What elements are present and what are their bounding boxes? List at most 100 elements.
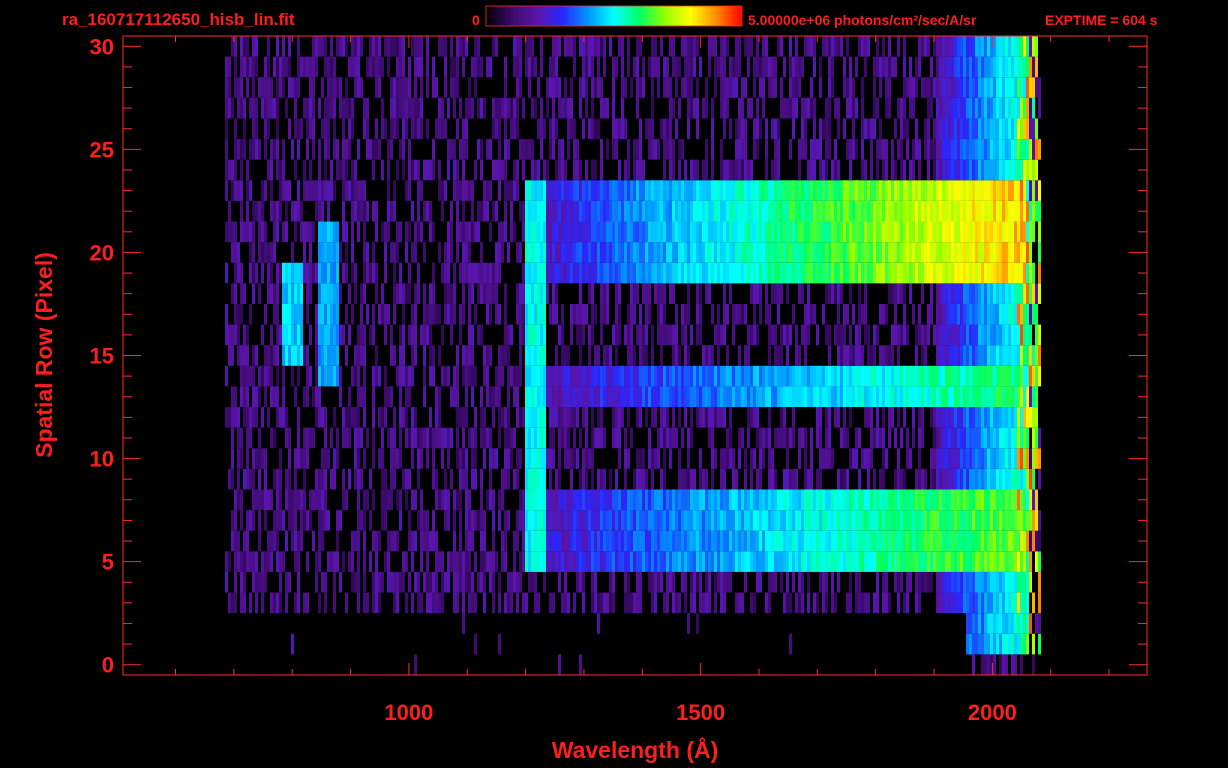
- heatmap-cell: [807, 200, 810, 222]
- heatmap-cell: [312, 489, 315, 511]
- heatmap-cell: [864, 159, 867, 181]
- heatmap-cell: [948, 468, 951, 490]
- heatmap-cell: [534, 345, 537, 366]
- heatmap-cell: [1008, 386, 1011, 408]
- heatmap-cell: [735, 242, 738, 263]
- heatmap-cell: [951, 221, 954, 243]
- heatmap-cell: [813, 489, 816, 511]
- heatmap-cell: [930, 200, 933, 222]
- heatmap-cell: [429, 283, 432, 304]
- heatmap-cell: [543, 530, 546, 552]
- heatmap-cell: [948, 221, 951, 243]
- heatmap-cell: [519, 571, 522, 593]
- heatmap-cell: [543, 283, 546, 304]
- heatmap-cell: [579, 97, 582, 119]
- heatmap-cell: [333, 571, 336, 593]
- heatmap-cell: [462, 365, 465, 387]
- heatmap-cell: [240, 551, 243, 572]
- heatmap-cell: [750, 242, 753, 263]
- heatmap-cell: [234, 221, 237, 243]
- heatmap-cell: [873, 221, 876, 243]
- heatmap-cell: [831, 551, 834, 572]
- heatmap-cell: [936, 468, 939, 490]
- heatmap-cell: [852, 139, 855, 160]
- heatmap-cell: [420, 324, 423, 346]
- heatmap-cell: [567, 510, 570, 531]
- heatmap-cell: [1017, 262, 1020, 284]
- heatmap-cell: [564, 365, 567, 387]
- heatmap-cell: [537, 551, 540, 572]
- heatmap-cell: [531, 180, 534, 201]
- heatmap-cell: [444, 468, 447, 490]
- heatmap-cell: [261, 97, 264, 119]
- heatmap-cell: [1005, 97, 1008, 119]
- heatmap-cell: [657, 303, 660, 325]
- heatmap-cell: [588, 262, 591, 284]
- heatmap-cell: [615, 303, 618, 325]
- heatmap-cell: [873, 365, 876, 387]
- heatmap-cell: [774, 118, 777, 140]
- heatmap-cell: [987, 242, 990, 263]
- heatmap-cell: [537, 345, 540, 366]
- heatmap-cell: [936, 303, 939, 325]
- heatmap-cell: [999, 200, 1002, 222]
- heatmap-cell: [582, 530, 585, 552]
- heatmap-cell: [504, 345, 507, 366]
- heatmap-cell: [978, 242, 981, 263]
- heatmap-cell: [963, 118, 966, 140]
- heatmap-cell: [396, 283, 399, 304]
- heatmap-cell: [528, 180, 531, 201]
- heatmap-cell: [912, 427, 915, 449]
- heatmap-cell: [909, 448, 912, 469]
- heatmap-cell: [948, 386, 951, 408]
- heatmap-cell: [666, 118, 669, 140]
- heatmap-cell: [984, 530, 987, 552]
- heatmap-cell: [1026, 386, 1029, 408]
- heatmap-cell: [600, 159, 603, 181]
- heatmap-cell: [294, 345, 297, 366]
- heatmap-cell: [846, 345, 849, 366]
- heatmap-cell: [930, 468, 933, 490]
- heatmap-cell: [1020, 242, 1023, 263]
- heatmap-cell: [1020, 489, 1023, 511]
- heatmap-cell: [627, 159, 630, 181]
- heatmap-cell: [894, 221, 897, 243]
- heatmap-cell: [519, 365, 522, 387]
- heatmap-cell: [879, 345, 882, 366]
- heatmap-cell: [336, 283, 339, 304]
- heatmap-cell: [405, 97, 408, 119]
- heatmap-cell: [597, 489, 600, 511]
- heatmap-cell: [345, 427, 348, 449]
- heatmap-cell: [900, 365, 903, 387]
- heatmap-cell: [684, 262, 687, 284]
- heatmap-cell: [615, 489, 618, 511]
- heatmap-cell: [639, 221, 642, 243]
- heatmap-cell: [1023, 489, 1026, 511]
- heatmap-cell: [285, 283, 288, 304]
- heatmap-cell: [771, 386, 774, 408]
- heatmap-cell: [702, 386, 705, 408]
- heatmap-cell: [1038, 571, 1041, 593]
- heatmap-cell: [1014, 200, 1017, 222]
- heatmap-cell: [783, 427, 786, 449]
- heatmap-cell: [954, 97, 957, 119]
- heatmap-cell: [972, 365, 975, 387]
- heatmap-cell: [354, 448, 357, 469]
- heatmap-cell: [543, 180, 546, 201]
- heatmap-cell: [585, 427, 588, 449]
- heatmap-cell: [741, 530, 744, 552]
- heatmap-cell: [738, 139, 741, 160]
- heatmap-cell: [582, 242, 585, 263]
- heatmap-cell: [972, 510, 975, 531]
- heatmap-cell: [366, 200, 369, 222]
- heatmap-cell: [1005, 221, 1008, 243]
- heatmap-cell: [501, 530, 504, 552]
- heatmap-cell: [978, 489, 981, 511]
- heatmap-cell: [474, 510, 477, 531]
- heatmap-cell: [534, 283, 537, 304]
- heatmap-cell: [255, 551, 258, 572]
- heatmap-cell: [699, 571, 702, 593]
- heatmap-cell: [708, 386, 711, 408]
- heatmap-cell: [630, 489, 633, 511]
- heatmap-cell: [741, 242, 744, 263]
